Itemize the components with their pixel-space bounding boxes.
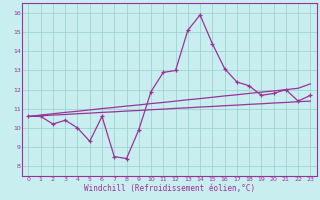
X-axis label: Windchill (Refroidissement éolien,°C): Windchill (Refroidissement éolien,°C) <box>84 184 255 193</box>
